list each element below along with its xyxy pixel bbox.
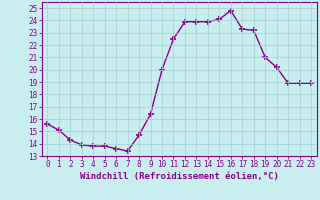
X-axis label: Windchill (Refroidissement éolien,°C): Windchill (Refroidissement éolien,°C) <box>80 172 279 181</box>
